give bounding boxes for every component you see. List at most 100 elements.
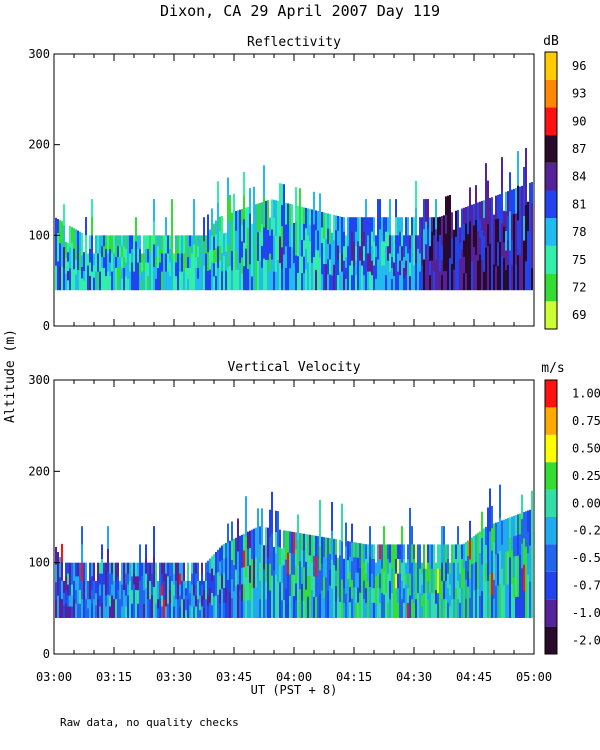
data-cell bbox=[277, 260, 279, 291]
data-cell bbox=[335, 539, 337, 556]
data-cell bbox=[269, 536, 271, 565]
data-cell bbox=[121, 573, 123, 586]
data-cell bbox=[439, 216, 441, 236]
data-cell bbox=[347, 217, 349, 233]
colorbar-swatch bbox=[545, 162, 557, 191]
data-cell bbox=[135, 265, 137, 291]
data-cell bbox=[199, 602, 201, 611]
data-cell bbox=[351, 217, 353, 233]
data-cell bbox=[503, 258, 505, 275]
colorbar-tick-label: 96 bbox=[572, 59, 586, 73]
data-cell bbox=[313, 576, 315, 598]
data-cell bbox=[427, 580, 429, 600]
colorbar-tick-label: 0.50 bbox=[572, 442, 600, 456]
data-cell bbox=[231, 579, 233, 599]
data-cell bbox=[495, 554, 497, 587]
data-cell bbox=[193, 221, 195, 245]
data-cell bbox=[493, 214, 495, 241]
data-cell bbox=[103, 246, 105, 258]
data-cell bbox=[237, 210, 239, 231]
data-cell bbox=[355, 572, 357, 588]
data-cell bbox=[127, 573, 129, 586]
data-cell bbox=[385, 568, 387, 594]
data-cell bbox=[187, 235, 189, 247]
y-tick-label: 300 bbox=[28, 373, 50, 387]
data-cell bbox=[193, 595, 195, 608]
data-cell bbox=[93, 265, 95, 279]
data-cell bbox=[449, 194, 451, 228]
data-cell bbox=[409, 276, 411, 291]
data-cell bbox=[409, 573, 411, 597]
data-cell bbox=[513, 536, 515, 558]
data-cell bbox=[193, 199, 195, 223]
data-cell bbox=[333, 239, 335, 266]
data-cell bbox=[125, 248, 127, 264]
data-cell bbox=[163, 235, 165, 254]
data-cell bbox=[105, 262, 107, 277]
data-cell bbox=[457, 526, 459, 545]
data-cell bbox=[251, 236, 253, 251]
data-cell bbox=[157, 267, 159, 280]
data-cell bbox=[279, 529, 281, 548]
data-cell bbox=[401, 562, 403, 582]
data-cell bbox=[373, 588, 375, 604]
data-cell bbox=[497, 521, 499, 555]
data-cell bbox=[505, 211, 507, 232]
data-cell bbox=[317, 563, 319, 591]
data-cell bbox=[203, 241, 205, 267]
data-cell bbox=[203, 265, 205, 291]
data-cell bbox=[261, 224, 263, 247]
data-cell bbox=[353, 241, 355, 267]
data-cell bbox=[127, 235, 129, 247]
data-cell bbox=[79, 562, 81, 577]
data-cell bbox=[493, 239, 495, 266]
data-cell bbox=[411, 544, 413, 564]
y-axis-label: Altitude (m) bbox=[3, 329, 18, 423]
data-cell bbox=[317, 590, 319, 618]
data-cell bbox=[211, 262, 213, 291]
data-cell bbox=[103, 562, 105, 575]
data-cell bbox=[521, 494, 523, 520]
data-cell bbox=[407, 588, 409, 604]
data-cell bbox=[169, 235, 171, 250]
data-cell bbox=[401, 526, 403, 545]
data-cell bbox=[95, 593, 97, 606]
data-cell bbox=[219, 589, 221, 605]
data-cell bbox=[185, 595, 187, 604]
data-cell bbox=[285, 246, 287, 269]
data-cell bbox=[243, 567, 245, 585]
data-cell bbox=[371, 217, 373, 233]
colorbar-swatch bbox=[545, 245, 557, 274]
data-cell bbox=[321, 274, 323, 291]
data-cell bbox=[117, 246, 119, 258]
data-cell bbox=[153, 199, 155, 223]
data-cell bbox=[107, 526, 109, 550]
data-cell bbox=[315, 210, 317, 231]
data-cell bbox=[243, 195, 245, 220]
data-cell bbox=[121, 235, 123, 247]
data-cell bbox=[479, 236, 481, 256]
data-cell bbox=[357, 587, 359, 604]
data-cell bbox=[445, 580, 447, 600]
data-cell bbox=[71, 258, 73, 275]
data-cell bbox=[305, 589, 307, 618]
data-cell bbox=[405, 606, 407, 618]
data-cell bbox=[429, 246, 431, 262]
data-cell bbox=[493, 561, 495, 581]
data-cell bbox=[155, 576, 157, 591]
data-cell bbox=[237, 250, 239, 271]
data-cell bbox=[491, 258, 493, 291]
data-cell bbox=[467, 234, 469, 263]
data-cell bbox=[287, 203, 289, 233]
data-cell bbox=[199, 610, 201, 618]
data-cell bbox=[241, 534, 243, 552]
data-cell bbox=[251, 223, 253, 238]
data-cell bbox=[415, 562, 417, 582]
data-cell bbox=[69, 595, 71, 608]
data-cell bbox=[107, 594, 109, 618]
data-cell bbox=[489, 243, 491, 268]
data-cell bbox=[179, 271, 181, 291]
data-cell bbox=[387, 588, 389, 604]
data-cell bbox=[513, 188, 515, 215]
data-cell bbox=[465, 207, 467, 225]
